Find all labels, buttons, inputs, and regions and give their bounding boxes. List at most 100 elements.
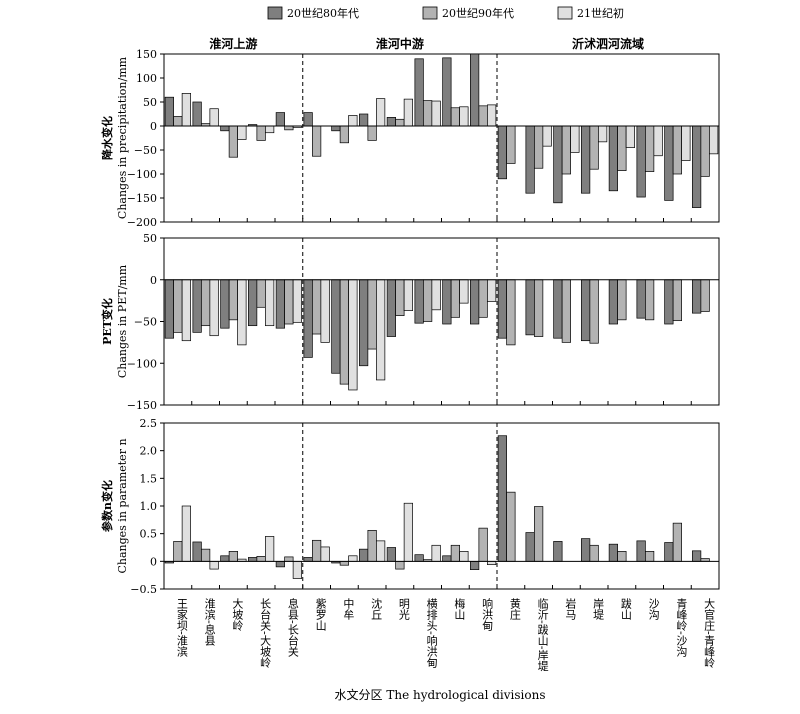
bar — [403, 279, 413, 311]
y-axis-label-en: Changes in PET/mm — [116, 264, 129, 378]
bar — [681, 125, 691, 161]
bar — [359, 548, 369, 562]
bar — [450, 279, 460, 318]
y-tick-label: 100 — [136, 72, 157, 85]
bar — [450, 544, 460, 562]
bar — [192, 279, 202, 333]
bar — [506, 491, 516, 562]
bar — [692, 125, 702, 208]
category-label: 中牟 — [342, 598, 355, 620]
bar — [581, 125, 591, 194]
category-label-text: 沈丘 — [370, 597, 383, 620]
bar — [608, 543, 618, 562]
bar — [386, 279, 396, 337]
bar — [181, 93, 191, 127]
bar — [403, 98, 413, 127]
panel-precipitation: −200 −150 −100 −50 0 50 100 150 降水变化 Changes in p… — [100, 48, 720, 229]
bar — [470, 279, 480, 325]
category-label-text: 临沂-跋山-岸堤 — [536, 597, 549, 672]
y-tick-label: 50 — [143, 96, 157, 109]
legend-swatch — [267, 6, 283, 20]
bar — [265, 279, 275, 327]
bar — [331, 125, 341, 132]
bar — [348, 279, 358, 391]
bar — [209, 560, 219, 570]
bar — [442, 57, 452, 127]
bar — [312, 279, 322, 335]
bar — [275, 560, 285, 568]
category-label: 明光 — [397, 598, 410, 621]
bar — [617, 551, 627, 562]
bar — [534, 125, 544, 169]
bar — [478, 279, 488, 318]
bar — [414, 554, 424, 562]
bar — [664, 279, 674, 325]
legend-label: 20世纪90年代 — [442, 6, 514, 20]
bar — [164, 96, 174, 127]
bar — [376, 98, 386, 127]
y-tick-label: 0 — [150, 555, 157, 568]
y-axis-label-cn: PET变化 — [100, 298, 114, 345]
bar — [228, 125, 238, 158]
bar — [431, 100, 441, 127]
bar — [237, 125, 247, 140]
category-label: 长台关-大坡岭 — [259, 598, 272, 669]
region-title: 淮河中游 — [376, 36, 424, 51]
category-label-text: 沙沟 — [647, 598, 660, 621]
category-label: 沈丘 — [370, 597, 383, 620]
bar — [173, 279, 183, 333]
category-label-text: 青峰岭-沙沟 — [675, 598, 688, 658]
bar — [459, 551, 469, 562]
category-label: 临沂-跋山-岸堤 — [536, 597, 549, 672]
bar — [292, 279, 302, 323]
bar — [256, 556, 266, 562]
panel-frame — [163, 53, 720, 223]
bar — [414, 279, 424, 324]
bar — [256, 125, 266, 141]
bar — [331, 279, 341, 374]
bar — [173, 541, 183, 562]
y-tick-label: −150 — [127, 399, 157, 412]
category-label: 跋山 — [619, 597, 632, 620]
bar — [275, 279, 285, 329]
bar — [275, 112, 285, 127]
region-title: 淮河上游 — [209, 36, 257, 51]
y-tick-label: 0.5 — [140, 528, 158, 541]
category-label: 岩马 — [564, 597, 577, 621]
bar — [581, 538, 591, 562]
bar — [303, 279, 313, 358]
bar — [589, 279, 599, 344]
bar — [209, 279, 219, 337]
bar — [672, 522, 682, 562]
bar — [653, 125, 663, 157]
y-tick-label: −100 — [127, 168, 157, 181]
y-tick-label: −200 — [127, 216, 157, 229]
category-label: 沙沟 — [647, 598, 660, 621]
y-tick-label: −50 — [134, 144, 157, 157]
bar — [589, 125, 599, 170]
bar — [672, 279, 682, 322]
category-label: 青峰岭-沙沟 — [675, 598, 688, 658]
bar — [645, 551, 655, 562]
bar — [636, 540, 646, 562]
bar — [339, 560, 349, 566]
category-label-text: 梅山 — [453, 597, 466, 620]
y-tick-label: 2.5 — [140, 417, 158, 430]
legend-item: 20世纪90年代 — [422, 6, 514, 20]
bar — [581, 279, 591, 342]
category-label-text: 岩马 — [564, 597, 577, 621]
bar — [617, 279, 627, 321]
panel-parameter-n: −0.5 0 0.5 1.0 1.5 2.0 2.5 参数n变化 Changes in para… — [100, 417, 720, 596]
bar — [525, 279, 535, 336]
bar — [209, 108, 219, 127]
bar — [320, 279, 330, 343]
bar — [478, 527, 488, 562]
y-axis-label-en: Changes in parameter n — [116, 438, 129, 573]
bar — [220, 555, 230, 562]
bar — [431, 544, 441, 562]
bar — [303, 112, 313, 127]
category-label-text: 长台关-大坡岭 — [259, 598, 272, 669]
legend-label: 21世纪初 — [577, 6, 624, 20]
bar — [553, 125, 563, 204]
